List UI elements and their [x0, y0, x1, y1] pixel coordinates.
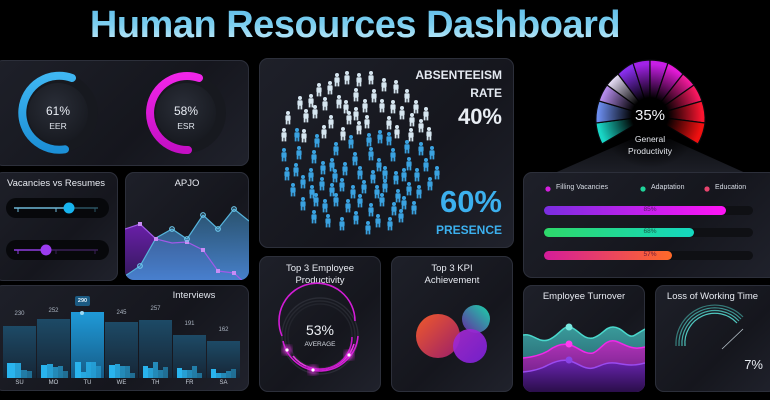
productivity-gauge: 35% General Productivity	[520, 55, 770, 175]
productivity-value: 35%	[634, 107, 666, 124]
eer-value: 61%	[45, 104, 71, 118]
interview-value: 290	[77, 298, 88, 304]
absenteeism-title-1: ABSENTEEISM	[415, 68, 502, 82]
vacancies-slider-thumb[interactable]	[63, 202, 75, 214]
interview-value: 230	[14, 311, 25, 317]
progress-bar-filling	[544, 206, 726, 215]
productivity-gauge-chart	[550, 59, 750, 175]
interview-value: 257	[150, 306, 161, 312]
progress-card: Filling Vacancies Adaptation Education 8…	[523, 172, 770, 278]
presence-label: PRESENCE	[435, 223, 502, 237]
interviews-card: Interviews 230 252 290 245 257 191 162 S…	[0, 285, 249, 391]
interview-day: MO	[48, 380, 59, 386]
top-kpi-card: Top 3 KPI Achievement	[391, 256, 513, 392]
productivity-label-1: General	[634, 134, 666, 144]
top-employee-value: 53%	[305, 322, 335, 338]
dashboard-title: Human Resources Dashboard	[0, 4, 710, 47]
top-kpi-title-1: Top 3 KPI	[431, 263, 473, 274]
legend-education: Education	[715, 184, 747, 191]
top-employee-title-1: Top 3 Employee	[285, 263, 355, 274]
eer-label: EER	[49, 121, 67, 131]
interview-day: FR	[185, 380, 194, 386]
legend-filling-vacancies: Filling Vacancies	[556, 184, 609, 191]
absenteeism-value: 40%	[457, 104, 502, 129]
absenteeism-card: ABSENTEEISM RATE 40% 60% PRESENCE	[259, 58, 514, 248]
loss-time-gauge	[675, 304, 744, 350]
turnover-card: Employee Turnover	[523, 285, 645, 392]
vacancies-sliders	[6, 198, 109, 260]
top-employee-rings	[278, 282, 359, 375]
progress-value-filling: 85%	[643, 206, 657, 213]
esr-label: ESR	[177, 121, 195, 131]
apjo-chart	[125, 206, 249, 280]
interview-value: 162	[218, 327, 229, 333]
progress-value-adaptation: 68%	[643, 228, 657, 235]
rings-card: 61% EER 58% ESR	[0, 60, 249, 166]
interviews-tooltip	[75, 296, 90, 306]
vacancies-title: Vacancies vs Resumes	[6, 178, 106, 189]
rings-chart	[18, 71, 226, 155]
productivity-label-2: Productivity	[628, 146, 672, 156]
interview-day: WE	[116, 380, 127, 386]
top-employee-label: AVERAGE	[304, 341, 336, 348]
absenteeism-title-2: RATE	[470, 86, 502, 100]
top-employee-title-2: Productivity	[295, 275, 345, 286]
turnover-title: Employee Turnover	[542, 291, 626, 302]
loss-time-card: Loss of Working Time 7%	[655, 285, 770, 392]
progress-value-education: 57%	[643, 251, 657, 258]
interview-day: SA	[219, 380, 228, 386]
apjo-card: APJO	[125, 172, 249, 280]
top-kpi-title-2: Achievement	[424, 275, 480, 286]
loss-time-title: Loss of Working Time	[666, 291, 759, 302]
kpi-bubbles	[416, 305, 490, 363]
turnover-chart	[523, 323, 645, 392]
interview-day: SU	[15, 380, 24, 386]
interviews-chart	[3, 296, 240, 378]
interview-value: 252	[48, 308, 59, 314]
resumes-slider-thumb[interactable]	[40, 244, 52, 256]
interview-day: TU	[83, 380, 92, 386]
interview-day: TH	[151, 380, 160, 386]
presence-value: 60%	[439, 184, 502, 219]
vacancies-card: Vacancies vs Resumes	[0, 172, 118, 281]
apjo-title: APJO	[174, 178, 200, 189]
esr-value: 58%	[173, 104, 199, 118]
interviews-title: Interviews	[172, 290, 216, 301]
progress-bar-adaptation	[544, 228, 694, 237]
progress-bar-education	[544, 251, 672, 260]
interview-value: 191	[184, 321, 195, 327]
loss-time-value: 7%	[744, 357, 763, 372]
legend-adaptation: Adaptation	[651, 184, 685, 191]
interview-value: 245	[116, 310, 127, 316]
top-employee-card: Top 3 Employee Productivity 53% AVERAGE	[259, 256, 381, 392]
progress-bars	[544, 186, 753, 260]
